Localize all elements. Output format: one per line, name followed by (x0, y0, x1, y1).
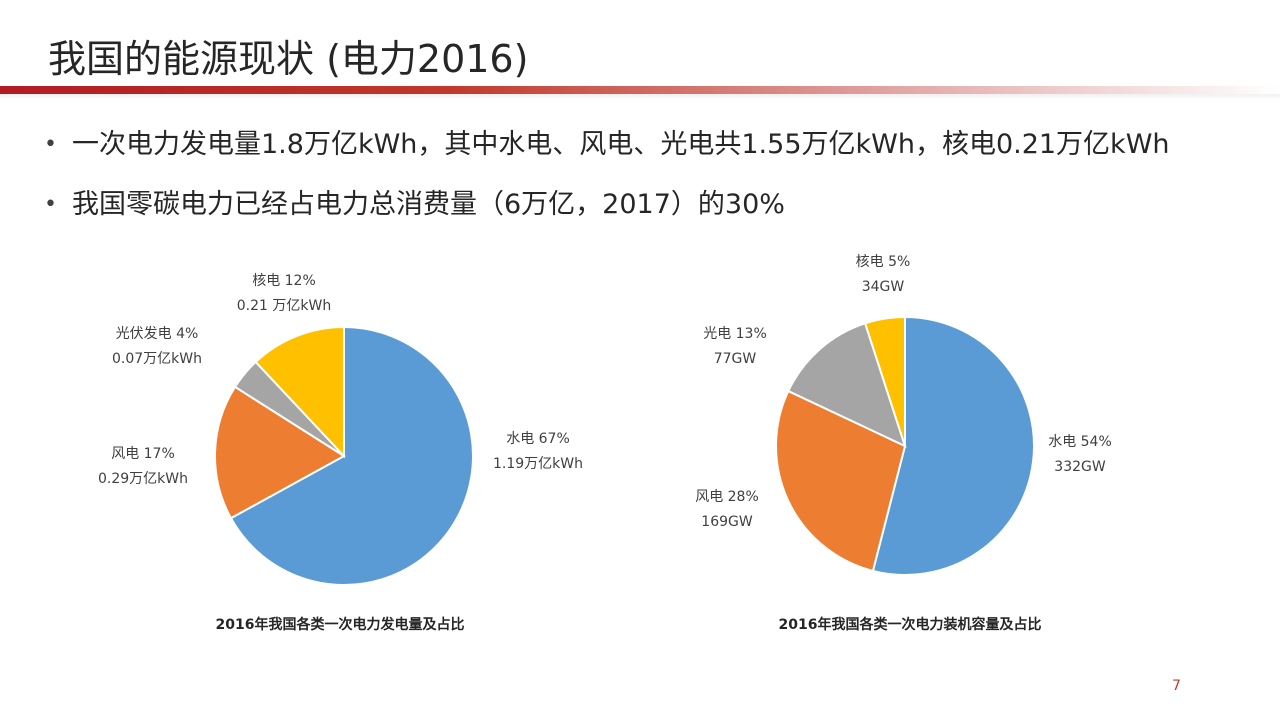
slice-label-solar: 光伏发电 4% (116, 326, 199, 342)
title-rule-shadow (0, 94, 1280, 100)
slice-value-wind: 0.29万亿kWh (98, 471, 188, 487)
pie-slice-wind (775, 389, 907, 573)
slice-value-nuclear: 0.21 万亿kWh (237, 298, 331, 314)
pie-chart-generation-svg: 水电 67% 1.19万亿kWh 风电 17% 0.29万亿kWh 光伏发电 4% 0.0… (98, 273, 583, 586)
slice-label-nuclear: 核电 12% (252, 273, 316, 289)
chart-caption-capacity: 2016年我国各类一次电力装机容量及占比 (778, 617, 1042, 633)
bullet-item: 一次电力发电量1.8万亿kWh，其中水电、风电、光电共1.55万亿kWh，核电0… (44, 128, 1264, 162)
slice-label-hydro: 水电 54% (1048, 434, 1112, 450)
slice-label-solar: 光电 13% (703, 326, 767, 342)
slice-value-solar: 0.07万亿kWh (112, 351, 202, 367)
slice-value-wind: 169GW (701, 514, 753, 530)
slice-value-solar: 77GW (714, 351, 757, 367)
pie-chart-generation: 水电 67% 1.19万亿kWh 风电 17% 0.29万亿kWh 光伏发电 4% 0.0… (80, 240, 640, 610)
pie-slice-wind (214, 385, 346, 520)
pie-slice-hydro (871, 315, 1035, 576)
pie-slice-nuclear (863, 315, 906, 447)
slice-value-hydro: 1.19万亿kWh (493, 456, 583, 472)
chart-caption-generation: 2016年我国各类一次电力发电量及占比 (215, 617, 465, 633)
pie-slice-hydro (229, 325, 474, 586)
slice-label-hydro: 水电 67% (506, 431, 570, 447)
pie-slice-solar (786, 322, 907, 448)
slice-label-nuclear: 核电 5% (856, 254, 911, 270)
bullet-list: 一次电力发电量1.8万亿kWh，其中水电、风电、光电共1.55万亿kWh，核电0… (44, 128, 1264, 248)
pie-chart-capacity-svg: 水电 54% 332GW 风电 28% 169GW 光电 13% 77GW 核电 5% 34G… (695, 254, 1112, 576)
slice-label-wind: 风电 28% (695, 489, 759, 505)
slide-title: 我国的能源现状 (电力2016) (48, 37, 529, 81)
title-rule (0, 86, 1280, 94)
page-number: 7 (1172, 678, 1181, 694)
bullet-item: 我国零碳电力已经占电力总消费量（6万亿，2017）的30% (44, 188, 1264, 222)
slice-label-wind: 风电 17% (111, 446, 175, 462)
slice-value-nuclear: 34GW (862, 279, 905, 295)
pie-chart-capacity: 水电 54% 332GW 风电 28% 169GW 光电 13% 77GW 核电 5% 34G… (650, 240, 1210, 610)
pie-slice-nuclear (254, 325, 345, 459)
slice-value-hydro: 332GW (1054, 459, 1106, 475)
